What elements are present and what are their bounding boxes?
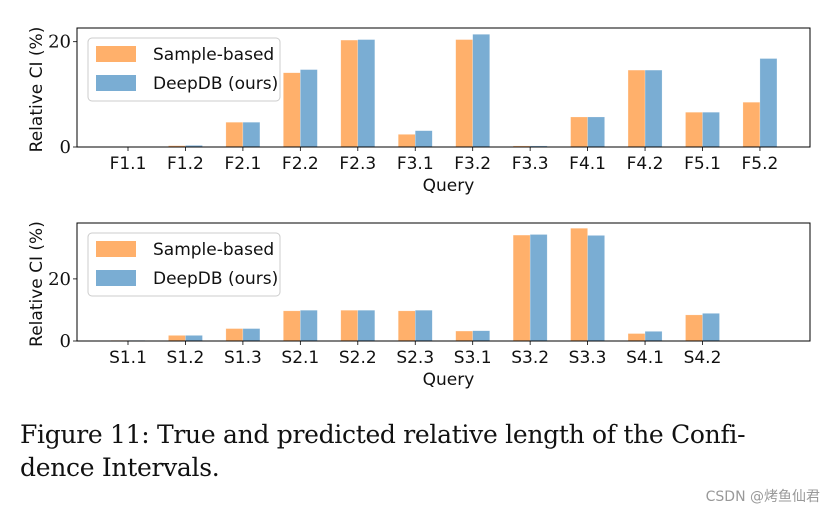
x-tick-label: S2.3 <box>396 348 434 368</box>
legend-swatch-sample-based <box>96 46 136 62</box>
x-tick-label: F3.3 <box>512 154 549 174</box>
chart-panel-2: S1.1 S1.2 S1.3 S2.1 S2.2 S2.3 S3.1 S3.2 S3.3 S4.1… <box>27 221 811 390</box>
x-tick-label: F4.2 <box>627 154 664 174</box>
y-tick-label: 0 <box>60 137 71 158</box>
legend-swatch-deepdb <box>96 270 136 286</box>
legend-swatch-sample-based <box>96 241 136 257</box>
x-tick-label: S3.2 <box>511 348 549 368</box>
bar-sample-based-S3.1 <box>455 330 473 342</box>
x-tick-label: S4.1 <box>626 348 664 368</box>
bar-sample-based-F2.1 <box>225 122 244 148</box>
bar-sample-based-F4.1 <box>570 116 588 148</box>
x-tick-label: S1.1 <box>109 348 147 368</box>
x-tick-label: F5.2 <box>742 154 779 174</box>
x-tick-label: F1.2 <box>167 154 204 174</box>
x-tick-label: S3.1 <box>454 348 492 368</box>
x-tick-label: F2.3 <box>339 154 376 174</box>
legend-label: Sample-based <box>153 240 274 260</box>
bar-sample-based-S2.3 <box>398 310 416 342</box>
bar-deepdb-S2.3 <box>415 310 433 342</box>
bar-sample-based-F5.2 <box>742 101 761 148</box>
bar-deepdb-F3.2 <box>472 34 490 148</box>
bar-deepdb-S4.1 <box>644 331 663 342</box>
bar-deepdb-F2.1 <box>242 122 261 148</box>
legend-swatch-deepdb <box>96 75 136 91</box>
x-tick-label: S4.2 <box>684 348 722 368</box>
bar-sample-based-F2.2 <box>283 72 301 148</box>
bar-sample-based-S1.2 <box>168 335 186 342</box>
x-tick-label: S1.2 <box>167 348 205 368</box>
bar-sample-based-F3.1 <box>398 134 416 148</box>
bar-deepdb-S1.3 <box>242 328 261 342</box>
plot-frame <box>76 222 811 342</box>
x-tick-label: F5.1 <box>684 154 721 174</box>
bar-deepdb-S4.2 <box>702 313 720 342</box>
x-tick-label: S2.2 <box>339 348 377 368</box>
bar-sample-based-F4.2 <box>627 69 646 148</box>
bar-sample-based-S4.1 <box>627 333 646 342</box>
x-tick-label: F3.2 <box>454 154 491 174</box>
x-tick-label: F3.1 <box>397 154 434 174</box>
bar-sample-based-F2.3 <box>340 39 359 148</box>
x-tick-label: F2.1 <box>224 154 261 174</box>
x-axis-label: Query <box>423 370 475 390</box>
bar-deepdb-S3.3 <box>587 235 605 342</box>
bar-deepdb-F3.1 <box>415 130 433 148</box>
y-tick-label: 20 <box>48 269 71 290</box>
y-axis-label: Relative CI (%) <box>27 27 47 153</box>
legend-label: Sample-based <box>153 45 274 65</box>
y-tick-label: 0 <box>60 331 71 352</box>
x-tick-label: F2.2 <box>282 154 319 174</box>
legend: Sample-based DeepDB (ours) <box>87 37 281 102</box>
y-tick-label: 20 <box>48 32 71 53</box>
x-tick-label: F1.1 <box>110 154 147 174</box>
bar-deepdb-S3.1 <box>472 330 490 342</box>
plot-frame <box>76 27 811 148</box>
bar-deepdb-S2.2 <box>357 310 376 342</box>
bar-sample-based-F3.2 <box>455 39 473 148</box>
bar-sample-based-F5.1 <box>685 111 703 148</box>
bar-sample-based-S4.2 <box>685 314 703 342</box>
bar-deepdb-F2.3 <box>357 39 376 148</box>
legend: Sample-based DeepDB (ours) <box>87 232 281 297</box>
y-axis-label: Relative CI (%) <box>27 221 47 347</box>
caption-line-1: Figure 11: True and predicted relative l… <box>20 420 746 449</box>
bar-sample-based-S2.1 <box>283 310 301 342</box>
bar-sample-based-S3.3 <box>570 228 588 342</box>
bar-sample-based-S2.2 <box>340 310 359 342</box>
bar-deepdb-S3.2 <box>529 234 548 342</box>
bar-deepdb-F2.2 <box>300 69 318 148</box>
x-axis-label: Query <box>423 176 475 196</box>
bar-deepdb-F5.2 <box>759 58 778 148</box>
x-tick-label: S3.3 <box>569 348 607 368</box>
bar-deepdb-S1.2 <box>185 335 203 342</box>
bar-sample-based-S1.3 <box>225 328 244 342</box>
watermark: CSDN @烤鱼仙君 <box>705 489 820 505</box>
caption-line-2: dence Intervals. <box>20 453 220 482</box>
chart-panel-1: F1.1 F1.2 F2.1 F2.2 F2.3 F3.1 F3.2 F3.3 F4.1 F4.2… <box>27 27 811 196</box>
legend-label: DeepDB (ours) <box>153 269 278 289</box>
legend-label: DeepDB (ours) <box>153 74 278 94</box>
x-tick-label: S2.1 <box>281 348 319 368</box>
figure: F1.1 F1.2 F2.1 F2.2 F2.3 F3.1 F3.2 F3.3 F4.1 F4.2… <box>27 27 811 390</box>
bar-deepdb-S2.1 <box>300 310 318 342</box>
bar-deepdb-F4.2 <box>644 69 663 148</box>
bar-deepdb-F5.1 <box>702 111 720 148</box>
bar-sample-based-S3.2 <box>512 234 531 342</box>
x-tick-label: F4.1 <box>569 154 606 174</box>
x-tick-label: S1.3 <box>224 348 262 368</box>
bar-deepdb-F4.1 <box>587 116 605 148</box>
